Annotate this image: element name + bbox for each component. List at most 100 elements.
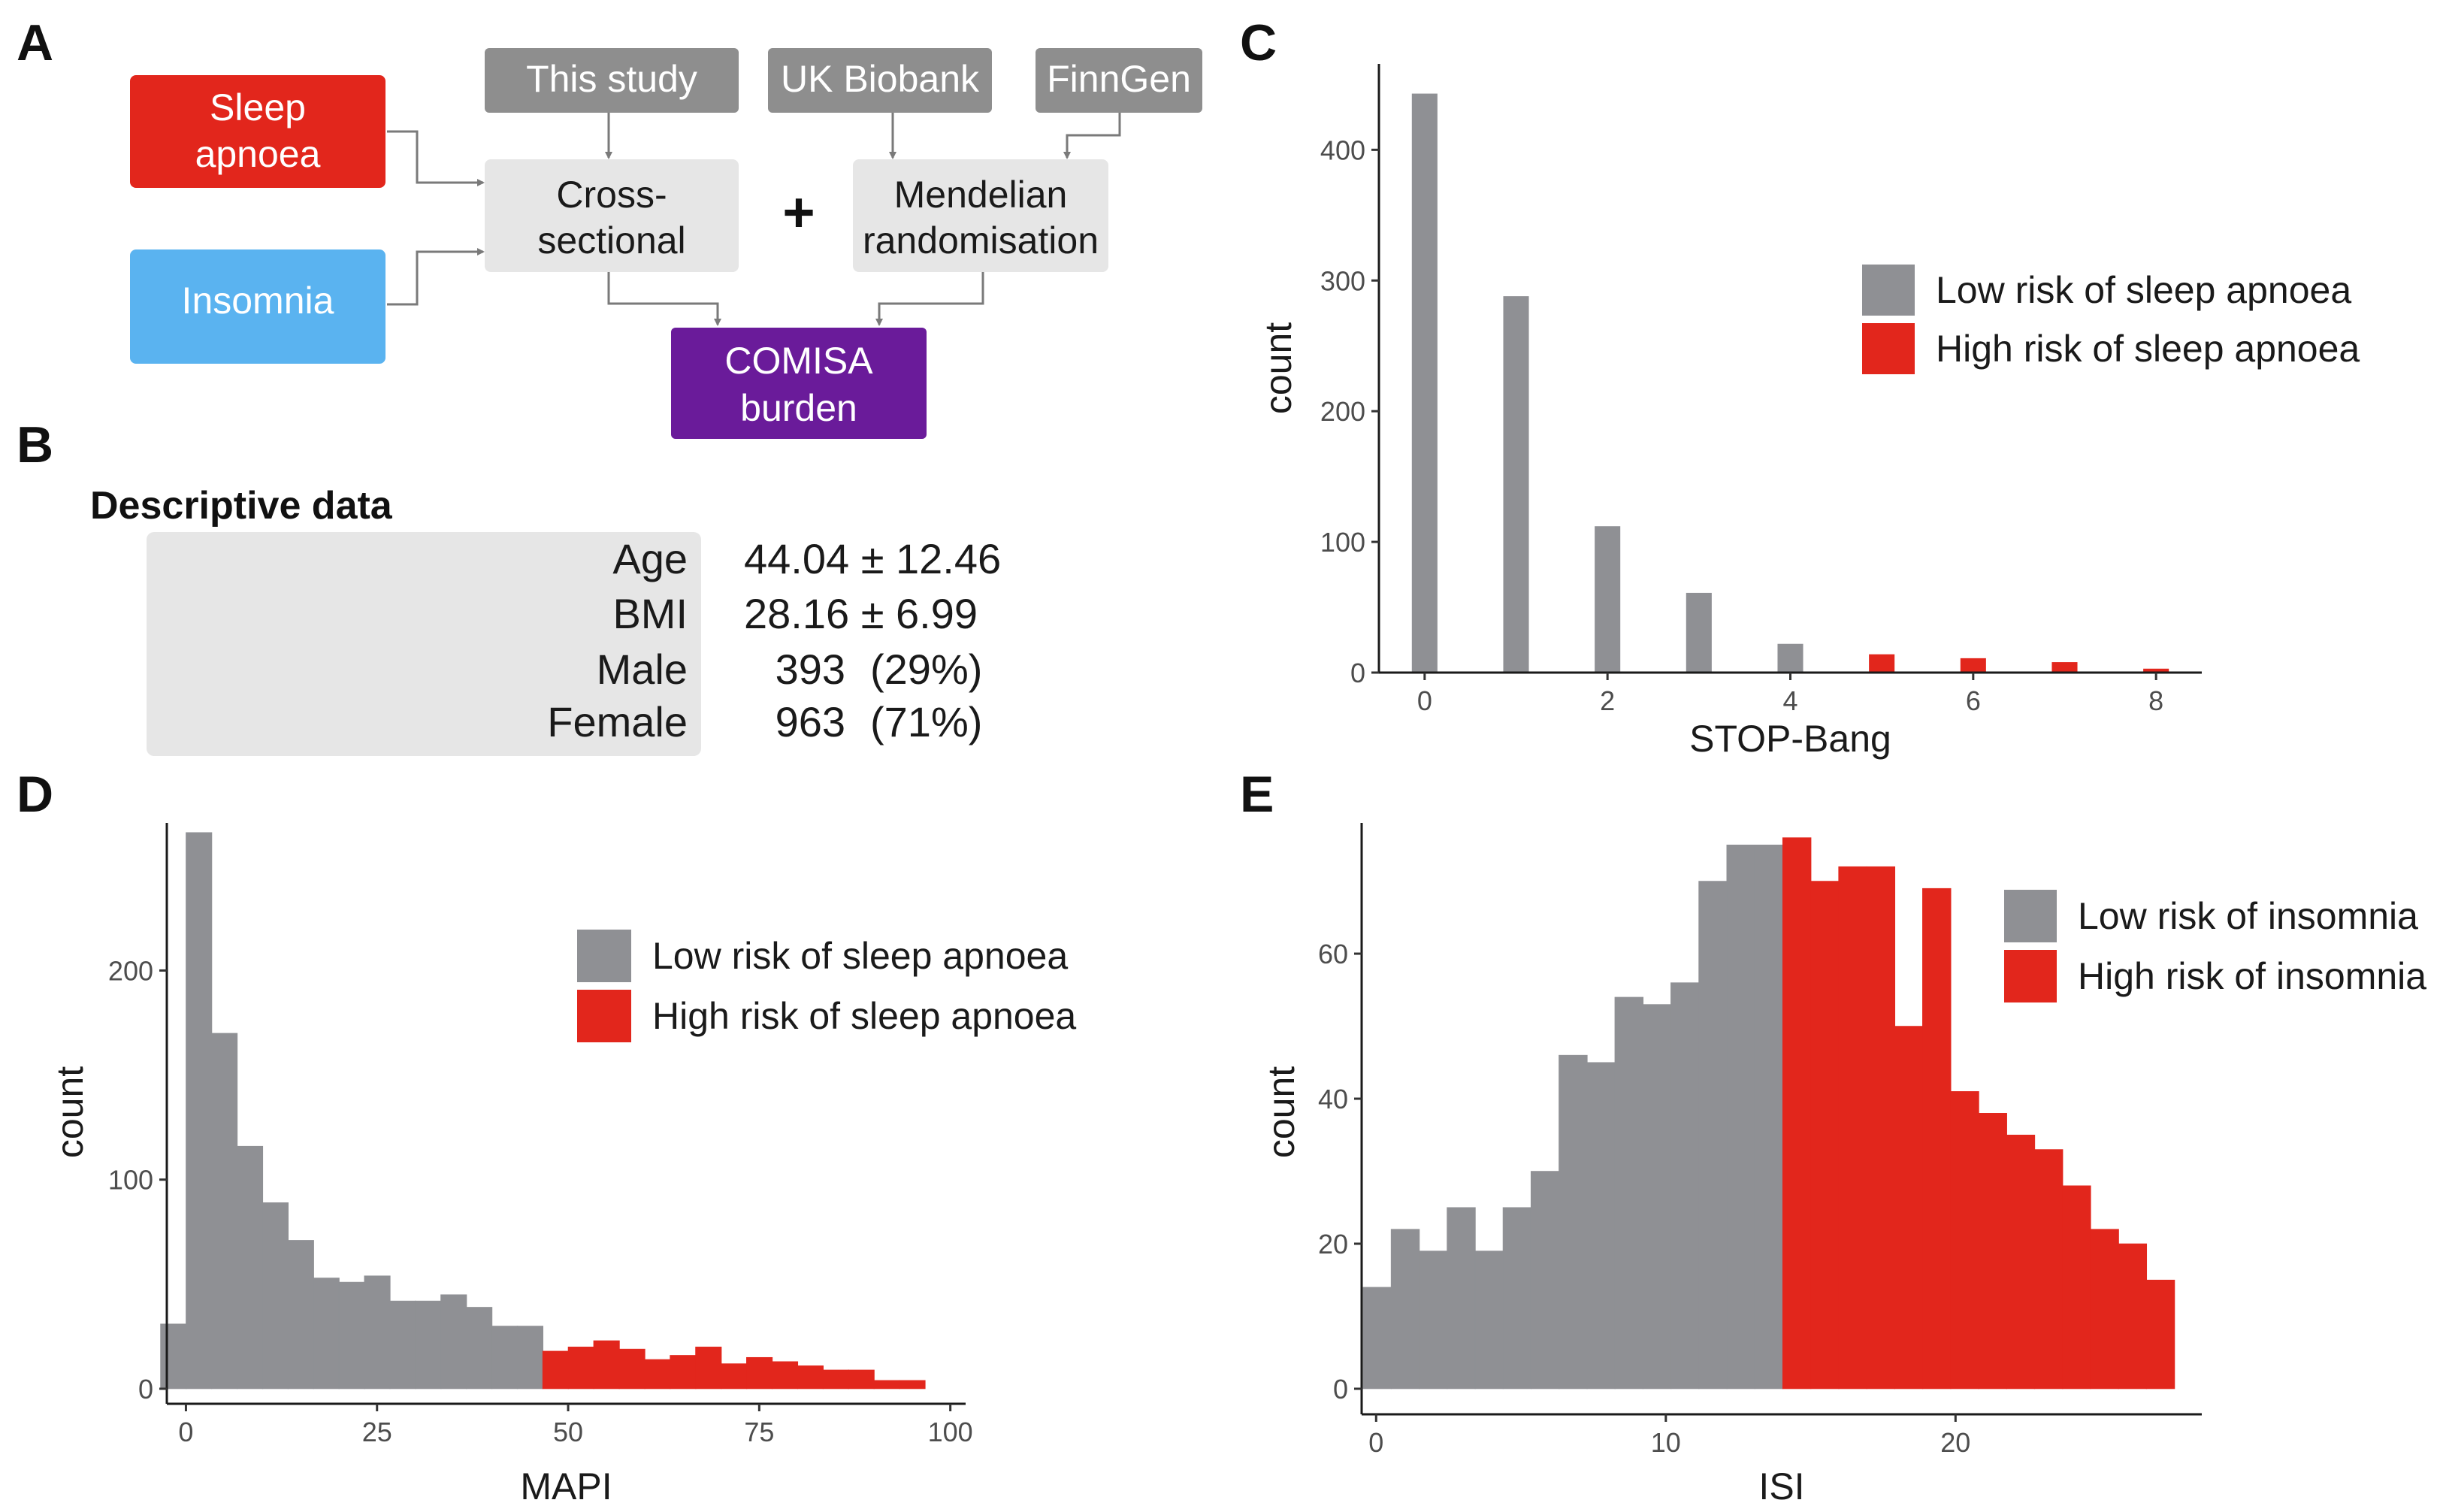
chart-c: 0 100 200 300 400 0 2 4 6 8 STOP-Bang count Low risk… bbox=[1257, 64, 2360, 760]
bar bbox=[2143, 668, 2169, 673]
panel-a-letter: A bbox=[17, 14, 53, 71]
cross-sectional-box: Cross- sectional bbox=[485, 159, 739, 272]
finngen-box: FinnGen bbox=[1036, 48, 1202, 113]
panel-c: C 0 100 200 300 400 0 2 4 6 8 STOP-Bang count Low ri… bbox=[1240, 14, 2360, 760]
insomnia-label: Insomnia bbox=[182, 280, 334, 322]
mendelian-label-1: Mendelian bbox=[894, 174, 1068, 216]
x-tick-label: 20 bbox=[1940, 1427, 1970, 1458]
bar bbox=[1869, 654, 1895, 673]
descriptive-row-bmi: BMI 28.16 ± 6.99 bbox=[612, 590, 978, 637]
chart-d: 0 100 200 0 25 50 75 100 MAPI count Low risk of sl… bbox=[49, 823, 1076, 1507]
histogram-bar bbox=[1698, 881, 1728, 1390]
histogram-bar bbox=[466, 1307, 493, 1390]
comisa-box: COMISA burden bbox=[671, 328, 927, 439]
this-study-box: This study bbox=[485, 48, 739, 113]
histogram-bar bbox=[721, 1363, 748, 1390]
histogram-bar bbox=[1614, 996, 1644, 1390]
descriptive-label-background bbox=[147, 532, 701, 756]
legend-label-low: Low risk of sleep apnoea bbox=[652, 935, 1068, 977]
histogram-bar bbox=[848, 1369, 875, 1390]
cross-sectional-label-1: Cross- bbox=[556, 174, 667, 216]
connector-apnoea-cross bbox=[387, 130, 485, 186]
panel-d-letter: D bbox=[17, 766, 53, 823]
descriptive-row-female: Female 963 (71%) bbox=[547, 698, 982, 745]
y-tick-label: 400 bbox=[1320, 135, 1365, 165]
histogram-bar bbox=[1978, 1113, 2007, 1390]
x-tick-label: 4 bbox=[1782, 685, 1797, 716]
bar bbox=[1503, 296, 1529, 673]
histogram-bar bbox=[593, 1340, 620, 1390]
histogram-bar bbox=[1559, 1054, 1588, 1390]
histogram-bar bbox=[1670, 982, 1700, 1390]
y-tick-label: 100 bbox=[1320, 527, 1365, 558]
histogram-bar bbox=[746, 1356, 773, 1390]
x-tick-label: 6 bbox=[1966, 685, 1981, 716]
histogram-bar bbox=[440, 1294, 467, 1390]
legend-swatch-high bbox=[1862, 323, 1915, 374]
connector-mr-comisa bbox=[875, 272, 984, 326]
y-tick-label: 40 bbox=[1318, 1084, 1348, 1114]
legend: Low risk of sleep apnoea High risk of sle… bbox=[577, 930, 1076, 1042]
histogram-bar bbox=[491, 1326, 519, 1390]
y-tick-label: 200 bbox=[1320, 396, 1365, 427]
y-tick-label: 20 bbox=[1318, 1229, 1348, 1259]
panel-c-letter: C bbox=[1240, 14, 1277, 71]
histogram-bar bbox=[670, 1355, 697, 1390]
bar bbox=[1595, 526, 1621, 673]
descriptive-label: Age bbox=[612, 535, 688, 582]
histogram-bar bbox=[516, 1326, 544, 1390]
legend: Low risk of insomnia High risk of insomni… bbox=[2004, 890, 2426, 1002]
histogram-bar bbox=[2118, 1243, 2148, 1390]
legend-swatch-high bbox=[2004, 950, 2057, 1002]
y-axis-title: count bbox=[1260, 1066, 1302, 1158]
legend-label-low: Low risk of sleep apnoea bbox=[1936, 269, 2351, 311]
histogram-bar bbox=[1447, 1207, 1476, 1390]
x-tick-label: 75 bbox=[744, 1417, 774, 1447]
legend-swatch-low bbox=[577, 930, 631, 982]
legend-swatch-high bbox=[577, 990, 631, 1042]
histogram-bar bbox=[389, 1300, 416, 1390]
descriptive-label: BMI bbox=[612, 590, 688, 637]
histogram-bar bbox=[2062, 1185, 2091, 1390]
sleep-apnoea-box: Sleep apnoea bbox=[130, 75, 385, 188]
y-tick-label: 300 bbox=[1320, 265, 1365, 296]
x-tick-label: 10 bbox=[1651, 1427, 1681, 1458]
histogram-bar bbox=[1390, 1229, 1420, 1390]
descriptive-value: 393 bbox=[776, 646, 845, 693]
histogram-bar bbox=[1726, 844, 1755, 1390]
x-tick-label: 8 bbox=[2148, 685, 2163, 716]
y-tick-label: 60 bbox=[1318, 939, 1348, 969]
bars bbox=[160, 832, 926, 1390]
histogram-bar bbox=[771, 1361, 799, 1390]
histogram-bar bbox=[2145, 1279, 2175, 1390]
descriptive-row-age: Age 44.04 ± 12.46 bbox=[612, 535, 1001, 582]
histogram-bar bbox=[695, 1347, 722, 1390]
histogram-bar bbox=[211, 1033, 238, 1390]
x-tick-label: 0 bbox=[1417, 685, 1432, 716]
bar bbox=[1686, 592, 1712, 673]
panel-a: A Sleep apnoea Insomnia This study bbox=[17, 14, 1202, 439]
descriptive-title: Descriptive data bbox=[90, 484, 393, 528]
histogram-bar bbox=[287, 1240, 314, 1390]
histogram-bar bbox=[1782, 837, 1812, 1390]
y-tick-label: 200 bbox=[108, 955, 153, 986]
histogram-bar bbox=[873, 1380, 900, 1390]
uk-biobank-box: UK Biobank bbox=[768, 48, 992, 113]
y-tick-label: 0 bbox=[1350, 658, 1365, 688]
x-axis-title: MAPI bbox=[520, 1465, 612, 1507]
insomnia-box: Insomnia bbox=[130, 249, 385, 364]
descriptive-value: 44.04 ± 12.46 bbox=[744, 535, 1001, 582]
finngen-label: FinnGen bbox=[1047, 58, 1191, 100]
histogram-bar bbox=[1419, 1250, 1448, 1390]
histogram-bar bbox=[2033, 1149, 2064, 1390]
panel-b-letter: B bbox=[17, 416, 53, 473]
x-axis-title: ISI bbox=[1758, 1465, 1804, 1507]
panel-e-letter: E bbox=[1240, 766, 1274, 823]
histogram-bar bbox=[1502, 1207, 1532, 1390]
histogram-bar bbox=[1950, 1091, 1979, 1390]
bar bbox=[2051, 662, 2078, 673]
legend-label-low: Low risk of insomnia bbox=[2078, 895, 2418, 937]
histogram-bar bbox=[567, 1347, 594, 1390]
bar bbox=[1960, 658, 1986, 673]
panel-d: D 0 100 200 0 25 50 75 100 MAPI count Low risk of … bbox=[17, 766, 1076, 1507]
